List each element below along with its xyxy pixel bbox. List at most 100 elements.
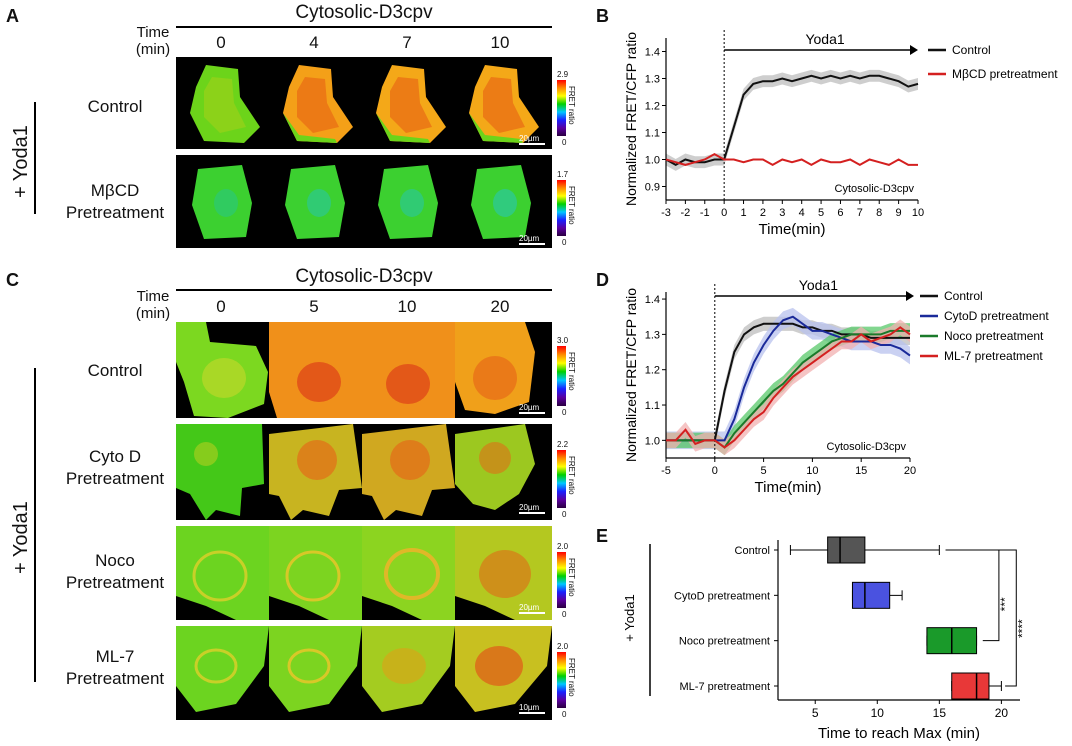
micrograph: 20µm <box>455 424 552 520</box>
category-label: Noco pretreatment <box>679 636 770 648</box>
legend-entry: MβCD pretreatment <box>952 67 1058 81</box>
panel-a-time-label: Time (min) <box>128 24 178 58</box>
x-axis-label: Time(min) <box>759 221 826 238</box>
panel-a-bracket <box>34 102 36 214</box>
colorbar <box>557 652 566 708</box>
time-label-line2: (min) <box>135 41 171 58</box>
scale-bar-label: 20µm <box>519 134 540 143</box>
micrograph: 20µm <box>455 57 552 149</box>
colorbar <box>557 80 566 136</box>
category-label: CytoD pretreatment <box>674 590 770 602</box>
colorbar-max: 1.7 <box>557 170 569 179</box>
scale-bar-label: 20µm <box>519 234 540 243</box>
panel-c-treatment-label: + Yoda1 <box>10 501 32 574</box>
x-tick-label: 3 <box>779 207 785 219</box>
scale-bar-label: 20µm <box>519 603 540 612</box>
row-label-line1: Control <box>87 361 143 380</box>
legend-entry: Control <box>944 289 983 303</box>
category-label: Control <box>735 545 770 557</box>
yoda1-label: Yoda1 <box>805 31 844 47</box>
chart-b: 0.9 1.0 1.1 1.2 1.3 1.4 -3 -2 -1 0 1 2 3 4 5 6 7 8 9 10 Yoda… <box>623 30 1058 238</box>
y-tick-label: 1.0 <box>645 435 660 447</box>
colorbar-max: 2.9 <box>557 70 569 79</box>
y-axis-label: Normalized FRET/CFP ratio <box>623 288 639 462</box>
y-axis-label: Normalized FRET/CFP ratio <box>623 32 639 206</box>
colorbar-min: 0 <box>562 408 567 417</box>
panel-c-row-label: Cyto D Pretreatment <box>50 446 180 490</box>
y-tick-label: 1.4 <box>645 294 660 306</box>
x-tick-label: 8 <box>876 207 882 219</box>
micrograph <box>269 322 362 418</box>
colorbar-label: FRET ratio <box>567 558 576 597</box>
y-tick-label: 1.3 <box>645 74 660 86</box>
micrograph <box>269 155 362 248</box>
chart-d: 1.0 1.1 1.2 1.3 1.4 -5 0 5 10 15 20 Yoda1 Cytosolic-… <box>623 278 1049 496</box>
micrograph: 20µm <box>455 322 552 418</box>
panel-a-row-label: Control <box>50 96 180 118</box>
row-label-line2: Pretreatment <box>65 469 165 488</box>
treatment-label: + Yoda1 <box>622 594 637 641</box>
x-tick-label: 15 <box>933 706 947 720</box>
x-tick-label: 4 <box>799 207 805 219</box>
arrow-head-icon <box>906 291 914 301</box>
micrograph <box>362 322 455 418</box>
panel-c-row-label: ML-7 Pretreatment <box>50 646 180 690</box>
y-tick-label: 1.1 <box>645 400 660 412</box>
micrograph <box>362 526 455 620</box>
row-label-line1: Control <box>87 97 143 116</box>
panel-letter-c: C <box>6 270 19 290</box>
y-tick-label: 1.3 <box>645 329 660 341</box>
row-label-line1: Cyto D <box>89 447 141 466</box>
x-tick-label: 15 <box>855 465 867 477</box>
x-tick-label: 5 <box>761 465 767 477</box>
colorbar <box>557 180 566 236</box>
panel-a-header: Cytosolic-D3cpv <box>295 2 433 23</box>
micrograph <box>176 526 269 620</box>
legend-entry: CytoD pretreatment <box>944 309 1049 323</box>
x-tick-label: -2 <box>680 207 690 219</box>
panel-c-timepoint: 20 <box>490 297 510 316</box>
legend-entry: Control <box>952 43 991 57</box>
colorbar-max: 2.0 <box>557 542 569 551</box>
x-axis-label: Time to reach Max (min) <box>818 725 980 742</box>
x-tick-label: 0 <box>712 465 718 477</box>
micrograph <box>269 424 362 520</box>
time-label-line1: Time <box>136 288 170 305</box>
x-tick-label: 20 <box>904 465 916 477</box>
micrograph <box>176 626 269 720</box>
micrograph <box>362 626 455 720</box>
colorbar-label: FRET ratio <box>567 658 576 697</box>
x-tick-label: 10 <box>912 207 924 219</box>
x-tick-label: 6 <box>837 207 843 219</box>
micrograph <box>176 57 269 149</box>
micrograph <box>176 424 269 520</box>
x-tick-label: -3 <box>661 207 671 219</box>
x-tick-label: 7 <box>857 207 863 219</box>
row-label-line1: MβCD <box>90 181 140 200</box>
panel-a-header-line <box>176 26 552 28</box>
panel-a-timepoint: 4 <box>309 33 319 52</box>
significance-label: **** <box>1015 619 1029 638</box>
panel-letter-d: D <box>596 270 609 290</box>
panel-a-timepoint: 10 <box>490 33 510 52</box>
row-label-line2: Pretreatment <box>65 203 165 222</box>
significance-bracket <box>998 549 1017 687</box>
row-label-line2: Pretreatment <box>65 669 165 688</box>
series-line <box>665 74 919 167</box>
category-label: ML-7 pretreatment <box>680 681 770 693</box>
colorbar-label: FRET ratio <box>567 456 576 495</box>
micrograph <box>176 322 269 418</box>
panel-letter-a: A <box>6 6 19 26</box>
y-tick-label: 1.0 <box>645 155 660 167</box>
scale-bar-label: 10µm <box>519 703 540 712</box>
panel-a-timepoint: 0 <box>216 33 226 52</box>
colorbar-min: 0 <box>562 610 567 619</box>
colorbar <box>557 552 566 608</box>
colorbar-max: 3.0 <box>557 336 569 345</box>
y-tick-label: 1.1 <box>645 128 660 140</box>
x-tick-label: -5 <box>661 465 671 477</box>
inset-label: Cytosolic-D3cpv <box>827 441 907 453</box>
micrograph: 20µm <box>455 155 552 248</box>
x-tick-label: -1 <box>700 207 710 219</box>
colorbar-label: FRET ratio <box>567 86 576 125</box>
